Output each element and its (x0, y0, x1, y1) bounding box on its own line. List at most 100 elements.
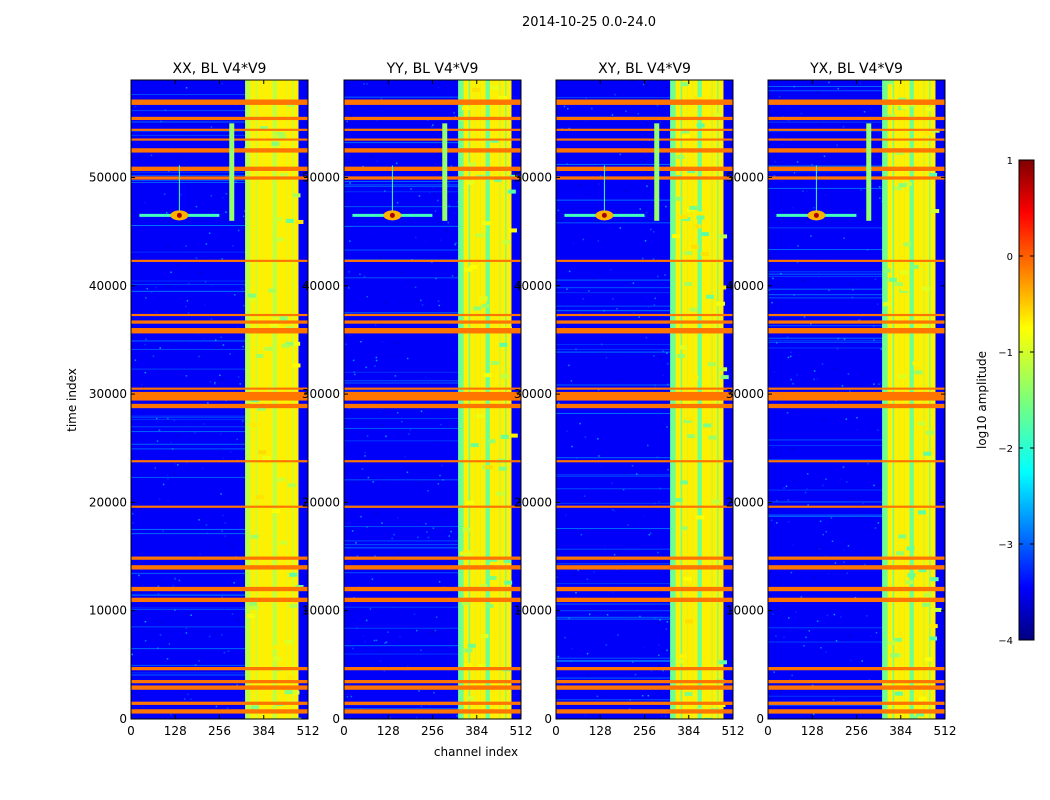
noise-cell (211, 574, 214, 576)
noise-cell (833, 613, 836, 616)
noise-cell (132, 632, 135, 634)
noise-cell (645, 336, 648, 339)
noise-cell (620, 584, 622, 586)
panel-title: XX, BL V4*V9 (173, 61, 267, 77)
noise-cell (632, 534, 634, 536)
noise-streak (131, 528, 246, 530)
noise-cell (823, 155, 826, 158)
noise-cell (810, 323, 812, 325)
noise-cell (138, 574, 140, 577)
rfi-cell (895, 150, 904, 155)
flagged-band (131, 148, 308, 153)
flagged-band (131, 667, 308, 671)
flagged-band (344, 148, 521, 153)
noise-cell (448, 207, 450, 209)
noise-cell (165, 211, 168, 214)
noise-cell (810, 507, 812, 509)
noise-cell (414, 286, 417, 289)
noise-streak (556, 528, 671, 530)
rfi-cell (277, 477, 286, 482)
noise-cell (785, 642, 787, 644)
noise-cell (237, 229, 240, 232)
noise-cell (234, 208, 237, 211)
noise-cell (790, 378, 792, 381)
noise-cell (393, 481, 395, 484)
noise-cell (642, 646, 645, 649)
flagged-band (556, 99, 733, 105)
noise-cell (186, 133, 188, 136)
noise-cell (437, 300, 440, 302)
rfi-cell (258, 450, 267, 455)
noise-cell (666, 352, 668, 354)
noise-cell (455, 242, 457, 244)
noise-cell (416, 629, 418, 632)
rfi-cell (292, 341, 301, 346)
noise-cell (876, 303, 879, 305)
noise-cell (219, 374, 221, 377)
noise-cell (431, 186, 434, 189)
noise-streak (556, 287, 671, 289)
noise-cell (586, 207, 588, 210)
noise-cell (222, 196, 224, 199)
noise-cell (185, 627, 188, 630)
noise-cell (802, 279, 805, 282)
flagged-band (768, 391, 945, 401)
noise-cell (582, 238, 585, 241)
rfi-cell (712, 499, 721, 504)
rfi-cell (687, 169, 696, 174)
noise-streak (131, 368, 246, 370)
noise-cell (878, 383, 880, 386)
noise-cell (665, 715, 667, 718)
colorbar-gradient (1018, 159, 1035, 641)
rfi-cell (700, 251, 709, 256)
rfi-cell (279, 173, 288, 178)
rfi-cell (248, 601, 257, 606)
noise-cell (619, 153, 622, 156)
noise-cell (659, 356, 662, 358)
noise-cell (879, 382, 882, 384)
noise-cell (164, 420, 166, 422)
noise-cell (166, 335, 169, 337)
noise-cell (658, 679, 661, 681)
noise-cell (787, 521, 790, 523)
noise-cell (574, 573, 576, 576)
noise-cell (561, 219, 563, 222)
noise-cell (863, 111, 866, 113)
noise-cell (140, 541, 142, 544)
noise-cell (659, 98, 662, 100)
noise-cell (364, 455, 366, 457)
noise-cell (166, 658, 169, 660)
noise-cell (860, 189, 862, 191)
flagged-band (556, 116, 733, 121)
noise-cell (448, 196, 450, 198)
noise-cell (375, 639, 378, 642)
noise-cell (399, 271, 401, 274)
heatmap-image (344, 80, 521, 719)
flagged-band (556, 148, 733, 153)
flagged-band (131, 391, 308, 401)
noise-cell (776, 609, 779, 611)
flagged-band (556, 313, 733, 317)
noise-cell (359, 273, 361, 276)
rfi-cell (917, 421, 926, 426)
noise-cell (667, 468, 669, 471)
noise-cell (155, 311, 158, 313)
y-tick-label: 30000 (514, 387, 552, 401)
rfi-cell (291, 690, 300, 695)
panel-title: YY, BL V4*V9 (386, 61, 479, 77)
rfi-cell (718, 660, 727, 665)
noise-streak (344, 382, 459, 384)
flagged-band (131, 138, 308, 141)
noise-cell (775, 635, 777, 637)
noise-cell (793, 171, 796, 174)
noise-cell (850, 659, 852, 662)
noise-cell (132, 512, 134, 515)
noise-cell (646, 185, 648, 187)
noise-cell (866, 552, 868, 554)
rfi-cell (284, 639, 293, 644)
flagged-band (131, 685, 308, 690)
noise-cell (787, 356, 790, 359)
rfi-cell (463, 552, 472, 557)
noise-cell (172, 297, 175, 299)
noise-cell (137, 157, 140, 159)
